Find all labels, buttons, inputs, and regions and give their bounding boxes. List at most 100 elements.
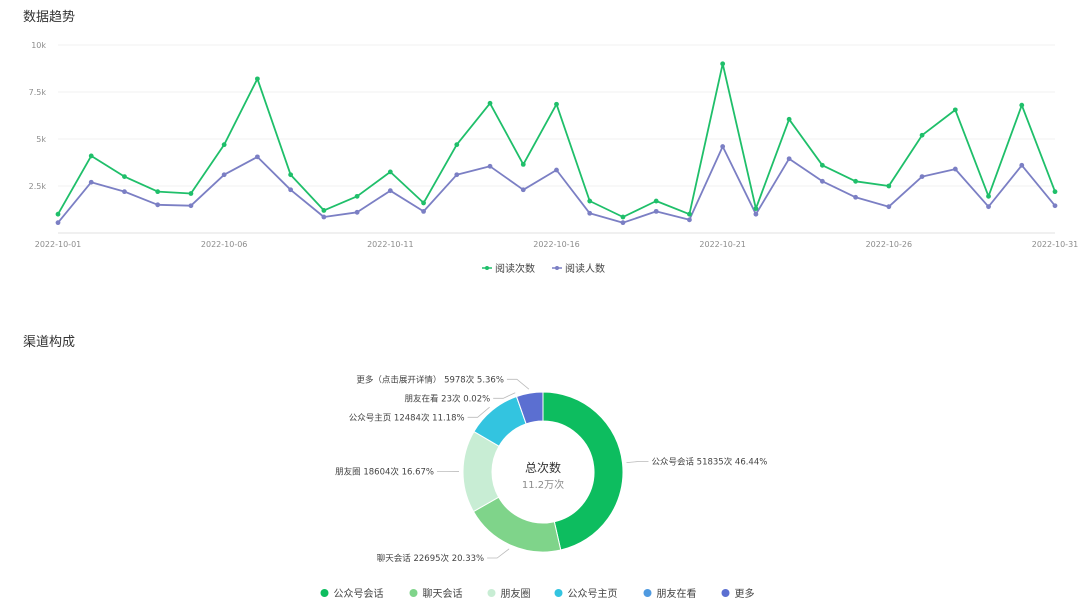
donut-center-title: 总次数: [525, 460, 561, 475]
data-point[interactable]: [354, 193, 360, 199]
data-point[interactable]: [387, 188, 393, 194]
data-point[interactable]: [753, 206, 759, 211]
data-point[interactable]: [221, 142, 227, 148]
legend-label: 阅读次数: [495, 262, 535, 275]
data-point[interactable]: [620, 214, 626, 220]
leader-line: [493, 392, 516, 399]
legend-item[interactable]: 朋友在看: [643, 587, 697, 600]
data-point[interactable]: [753, 211, 759, 217]
data-point[interactable]: [354, 209, 360, 215]
data-point[interactable]: [653, 208, 659, 214]
donut-center-value: 11.2万次: [522, 478, 564, 491]
data-point[interactable]: [122, 174, 127, 180]
legend-item[interactable]: 更多: [721, 587, 755, 600]
data-point[interactable]: [520, 161, 526, 167]
data-point[interactable]: [155, 189, 161, 195]
channel-section-title: 渠道构成: [23, 335, 76, 350]
data-point[interactable]: [587, 198, 593, 204]
data-point[interactable]: [620, 220, 626, 226]
data-point[interactable]: [1019, 162, 1025, 168]
data-point[interactable]: [520, 187, 526, 193]
legend-color-dot-icon: [643, 589, 652, 597]
legend-color-dot-icon: [721, 589, 730, 597]
data-point[interactable]: [853, 194, 858, 200]
data-point[interactable]: [952, 107, 958, 113]
data-point[interactable]: [886, 183, 892, 189]
data-point[interactable]: [819, 162, 825, 168]
data-point[interactable]: [819, 178, 825, 184]
data-point[interactable]: [255, 76, 260, 82]
data-point[interactable]: [387, 169, 393, 175]
data-point[interactable]: [919, 174, 925, 180]
legend-color-dot-icon: [320, 589, 329, 597]
data-point[interactable]: [122, 189, 127, 195]
data-point[interactable]: [786, 156, 792, 162]
data-point[interactable]: [1052, 189, 1058, 195]
donut-slice[interactable]: [515, 391, 544, 425]
data-point[interactable]: [421, 208, 426, 214]
data-point[interactable]: [188, 191, 194, 196]
data-point[interactable]: [986, 193, 991, 199]
x-tick-label: 2022-10-31: [1032, 240, 1079, 249]
legend-item[interactable]: 朋友圈: [487, 587, 531, 600]
legend-label: 朋友圈: [501, 587, 531, 600]
data-point[interactable]: [321, 214, 327, 220]
data-point[interactable]: [653, 198, 659, 204]
legend-label: 更多: [735, 587, 755, 600]
data-point[interactable]: [88, 153, 94, 159]
slice-label: 更多（点击展开详情） 5978次 5.36%: [356, 374, 504, 385]
legend-item[interactable]: 阅读人数: [552, 262, 605, 275]
x-tick-label: 2022-10-16: [533, 240, 580, 249]
data-point[interactable]: [188, 203, 194, 209]
legend-label: 阅读人数: [565, 262, 605, 275]
data-point[interactable]: [986, 204, 991, 210]
leader-line: [626, 461, 649, 464]
donut-slice[interactable]: [472, 496, 562, 553]
data-point[interactable]: [687, 211, 692, 217]
data-point[interactable]: [853, 178, 858, 184]
series-line: [57, 145, 1056, 224]
x-tick-label: 2022-10-06: [201, 240, 248, 249]
data-point[interactable]: [952, 166, 958, 172]
data-point[interactable]: [720, 144, 726, 149]
trend-line-chart: 2.5k 5k 7.5k 10k 2022-10-01 2022-10-06 2022-1…: [29, 41, 1079, 275]
x-tick-label: 2022-10-21: [699, 240, 746, 249]
data-point[interactable]: [88, 179, 94, 185]
data-point[interactable]: [786, 116, 792, 122]
legend-item[interactable]: 公众号会话: [320, 587, 384, 600]
legend-item[interactable]: 阅读次数: [482, 262, 535, 275]
data-point[interactable]: [487, 100, 493, 106]
data-point[interactable]: [487, 163, 493, 169]
data-point[interactable]: [554, 167, 559, 173]
data-point[interactable]: [221, 172, 227, 178]
x-tick-label: 2022-10-11: [367, 240, 414, 249]
data-point[interactable]: [155, 202, 161, 208]
data-point[interactable]: [55, 220, 61, 226]
slice-label: 朋友圈 18604次 16.67%: [335, 466, 434, 477]
data-point[interactable]: [454, 172, 460, 178]
slice-label: 公众号会话 51835次 46.44%: [651, 457, 767, 468]
y-tick-label: 5k: [36, 135, 46, 144]
legend-item[interactable]: 公众号主页: [554, 588, 618, 600]
data-point[interactable]: [454, 142, 460, 148]
data-point[interactable]: [421, 200, 426, 206]
data-point[interactable]: [288, 172, 294, 178]
legend-item[interactable]: 聊天会话: [409, 587, 463, 600]
data-point[interactable]: [886, 204, 892, 210]
data-point[interactable]: [687, 217, 692, 223]
legend-label: 公众号主页: [568, 588, 618, 600]
data-point[interactable]: [720, 61, 726, 67]
data-point[interactable]: [919, 132, 925, 138]
data-point[interactable]: [321, 208, 327, 213]
slice-label: 公众号主页 12484次 11.18%: [349, 412, 465, 423]
data-point[interactable]: [587, 210, 593, 216]
data-point[interactable]: [288, 187, 294, 193]
data-point[interactable]: [554, 101, 559, 107]
slice-label: 聊天会话 22695次 20.33%: [377, 553, 484, 564]
legend-color-dot-icon: [487, 589, 496, 597]
data-point[interactable]: [255, 154, 260, 160]
data-point[interactable]: [1052, 203, 1058, 209]
data-point[interactable]: [55, 211, 61, 217]
data-point[interactable]: [1019, 102, 1025, 108]
donut-slice[interactable]: [542, 391, 624, 551]
